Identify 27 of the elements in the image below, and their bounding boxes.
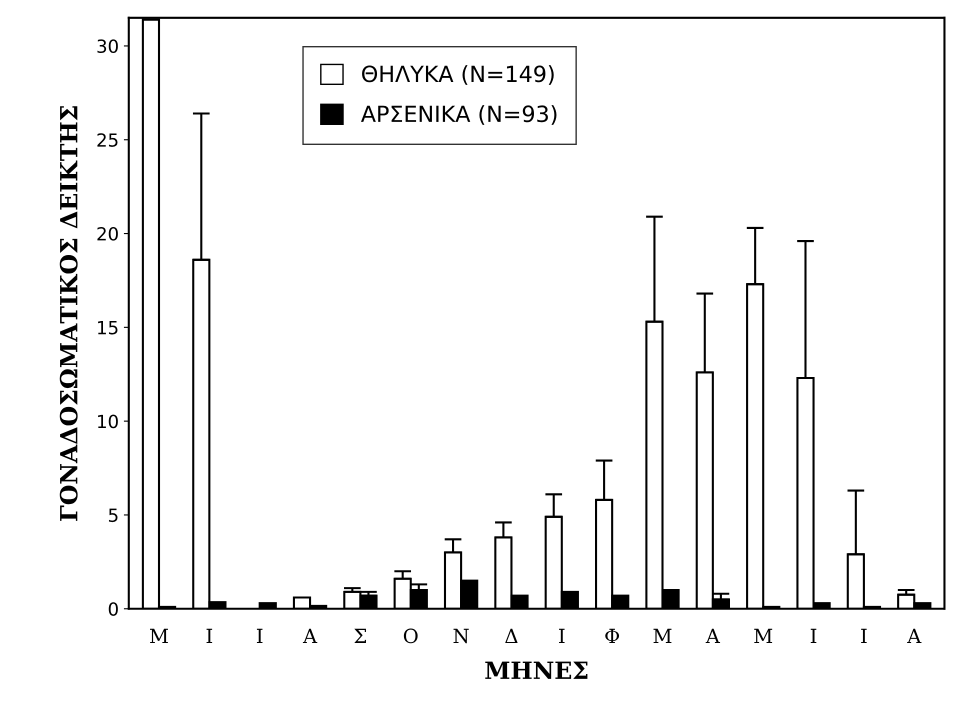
x-tick-label: Ι (559, 628, 565, 643)
x-tick-label: Α (706, 628, 720, 643)
x-axis-title: ΜΗΝΕΣ (485, 662, 588, 679)
x-tick-label: Ι (256, 628, 262, 643)
y-tick-label: 25 (97, 133, 118, 147)
x-tick-label: Μ (754, 628, 772, 643)
x-tick-label: Δ (505, 628, 518, 643)
x-tick-label: Ι (206, 628, 212, 643)
legend-label: ΘΗΛΥΚΑ (N=149) (362, 65, 554, 85)
y-tick-label: 10 (98, 414, 118, 428)
y-tick-label: 30 (97, 39, 118, 54)
x-tick-label: Ι (861, 628, 867, 643)
y-tick-label: 15 (98, 321, 118, 334)
legend-label: ΑΡΣΕΝΙΚΑ (N=93) (360, 105, 556, 125)
x-tick-label: Μ (150, 628, 168, 643)
x-tick-label: Σ (354, 628, 366, 643)
y-axis-title: ΓΟΝΑΔΟΣΩΜΑΤΙΚΟΣ ΔΕΙΚΤΗΣ (60, 106, 78, 521)
x-tick-label: Α (907, 628, 922, 643)
y-tick-label: 20 (97, 227, 118, 241)
x-tick-label: Ι (810, 628, 816, 643)
y-tick-label: 5 (108, 508, 118, 522)
x-tick-label: Ν (454, 628, 469, 644)
y-tick-label: 0 (108, 602, 118, 616)
x-tick-label: Φ (605, 628, 620, 643)
x-tick-label: Ο (404, 628, 418, 644)
x-tick-label: Μ (654, 628, 672, 643)
x-tick-label: Α (302, 628, 318, 643)
